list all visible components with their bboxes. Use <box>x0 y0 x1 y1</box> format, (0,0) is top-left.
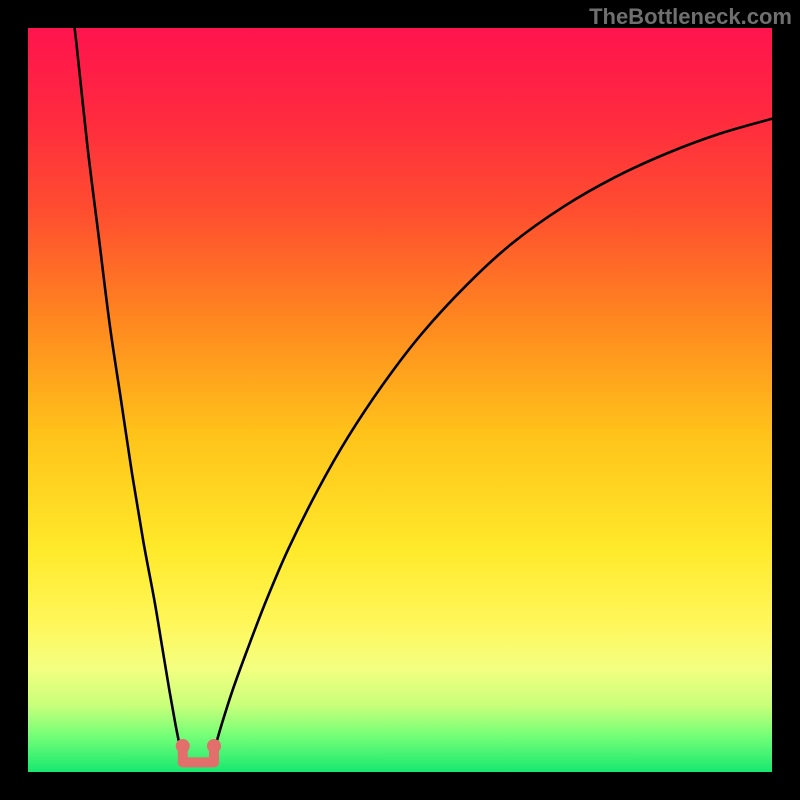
bottleneck-curve-chart <box>0 0 800 800</box>
chart-container: TheBottleneck.com <box>0 0 800 800</box>
plot-background <box>28 28 772 772</box>
watermark-text: TheBottleneck.com <box>589 4 792 30</box>
